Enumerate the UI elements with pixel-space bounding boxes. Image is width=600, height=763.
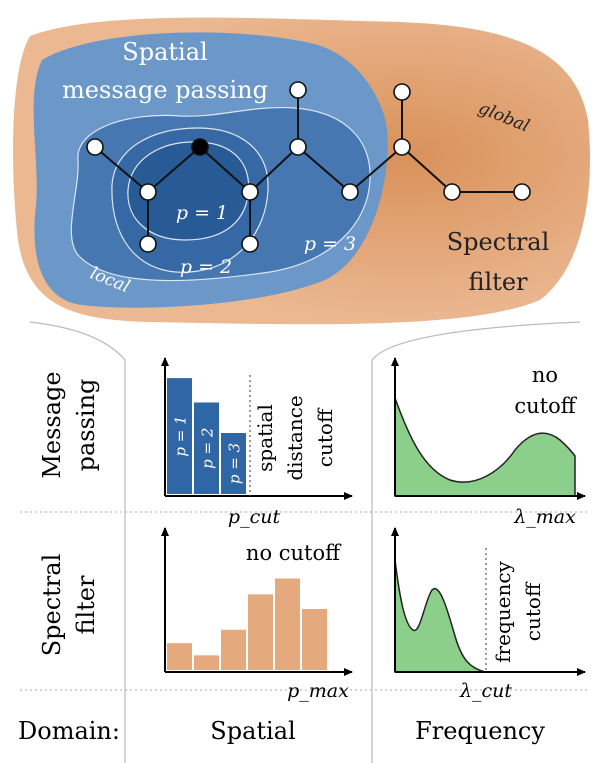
graph-node <box>443 183 461 201</box>
annotation-no: no <box>532 363 558 387</box>
panel-sf-spatial: no cutoff p_max <box>161 527 353 702</box>
graph-node <box>513 183 531 201</box>
graph-node <box>241 235 259 253</box>
bar-label-1: p = 1 <box>172 415 190 456</box>
bar-4 <box>248 594 273 670</box>
axis-label-pmax: p_max <box>287 680 349 702</box>
cutoff-text-spatial: spatial <box>253 404 277 472</box>
graph-node-center <box>191 138 209 156</box>
graph-node <box>139 183 157 201</box>
graph-nodes <box>86 81 531 253</box>
annotation-cutoff: cutoff <box>514 394 577 418</box>
graph-node <box>393 83 411 101</box>
row-label-spectral: Spectral <box>38 554 66 657</box>
grid-lines <box>29 321 581 763</box>
domain-label: Domain: <box>18 717 120 745</box>
column-label-frequency: Frequency <box>415 717 545 745</box>
row-label-passing: passing <box>72 379 100 472</box>
cutoff-text-frequency: frequency <box>491 560 515 662</box>
hop-label-p3: p = 3 <box>304 233 356 255</box>
response-curve-broad <box>394 397 576 497</box>
hop-label-p1: p = 1 <box>176 202 228 224</box>
top-illustration: Spatial message passing p = 1 p = 2 p = … <box>13 17 591 325</box>
response-curve-lowpass <box>394 559 486 673</box>
cutoff-text-cutoff: cutoff <box>521 581 545 641</box>
message-passing-label: message passing <box>62 76 268 104</box>
bar-label-3: p = 3 <box>226 443 244 484</box>
spatial-label: Spatial <box>122 38 207 66</box>
bar-6 <box>302 609 327 670</box>
graph-node <box>289 138 307 156</box>
hop-label-p2: p = 2 <box>180 256 232 278</box>
graph-node <box>289 81 307 99</box>
bar-1 <box>167 378 192 494</box>
panel-sf-frequency: frequency cutoff λ_cut <box>391 527 586 702</box>
cutoff-text-distance: distance <box>283 395 307 480</box>
axis-label-pcut: p_cut <box>228 506 281 528</box>
filter-label: filter <box>468 268 528 296</box>
bar-3 <box>221 433 246 494</box>
bar-5 <box>275 578 300 670</box>
panel-mp-frequency: no cutoff λ_max <box>391 357 586 528</box>
graph-edges <box>94 90 522 244</box>
graph-node <box>139 235 157 253</box>
axis-label-lambda-cut: λ_cut <box>459 680 512 702</box>
bar-3 <box>221 629 246 670</box>
annotation-no-cutoff: no cutoff <box>246 541 342 565</box>
spectral-label: Spectral <box>447 228 550 256</box>
cutoff-text-cutoff: cutoff <box>313 407 337 467</box>
graph-node <box>393 138 411 156</box>
graph-node <box>241 183 259 201</box>
graph-node <box>341 183 359 201</box>
graph-node <box>86 138 104 156</box>
row-label-message: Message <box>38 371 66 478</box>
bar-label-2: p = 2 <box>199 428 217 469</box>
row-label-filter: filter <box>72 575 100 635</box>
axis-label-lambda-max: λ_max <box>513 506 576 528</box>
bar-1 <box>167 643 192 670</box>
bar-2 <box>194 402 219 494</box>
row-dividers <box>20 511 590 691</box>
bar-2 <box>194 655 219 670</box>
column-label-spatial: Spatial <box>210 717 295 745</box>
